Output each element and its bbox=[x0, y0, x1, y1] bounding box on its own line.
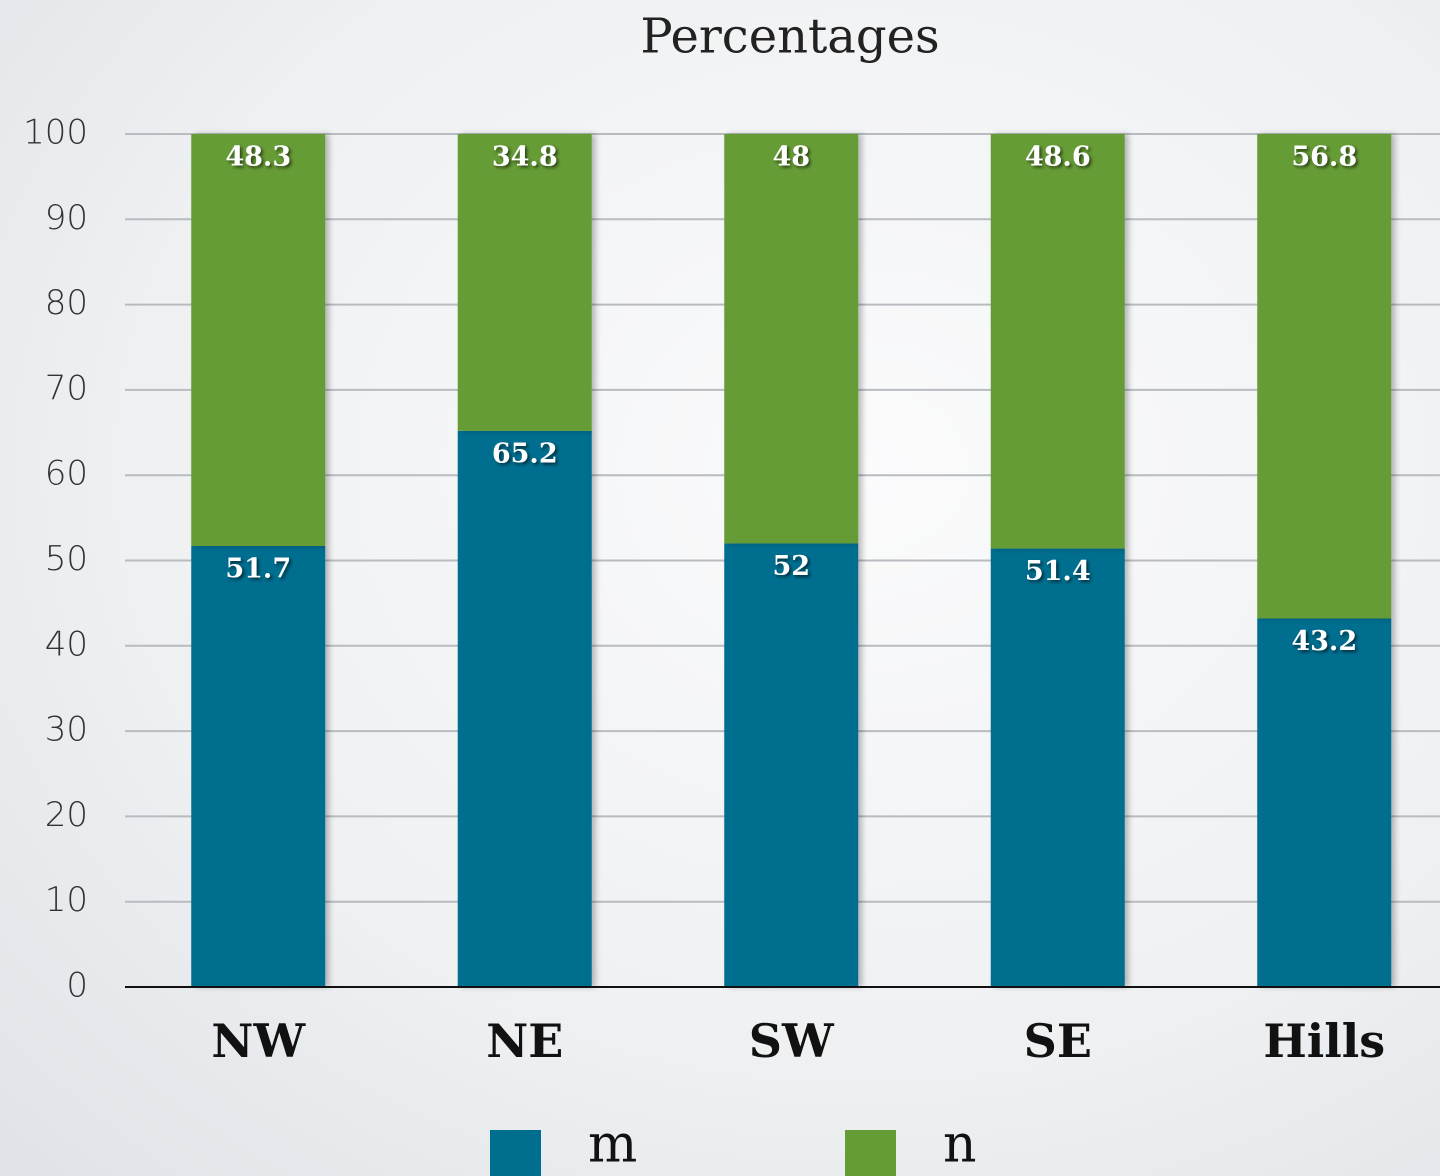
bar-segment bbox=[1257, 134, 1392, 619]
data-label: 48 bbox=[772, 142, 810, 173]
legend-swatch bbox=[490, 1130, 541, 1176]
data-label: 56.8 bbox=[1291, 142, 1357, 173]
x-tick-label: NE bbox=[486, 1014, 563, 1068]
bar-segment bbox=[724, 134, 859, 544]
legend-label: m bbox=[588, 1115, 637, 1175]
data-label: 51.4 bbox=[1025, 556, 1091, 587]
bar-segment bbox=[724, 543, 859, 987]
y-tick-label: 10 bbox=[45, 880, 88, 920]
data-label: 52 bbox=[772, 551, 810, 582]
data-label: 51.7 bbox=[225, 553, 291, 584]
data-label: 34.8 bbox=[492, 142, 558, 173]
data-label: 43.2 bbox=[1291, 626, 1357, 657]
x-tick-label: Hills bbox=[1263, 1014, 1385, 1068]
y-tick-label: 70 bbox=[45, 368, 88, 408]
data-label: 48.6 bbox=[1025, 142, 1091, 173]
legend-label: n bbox=[943, 1115, 977, 1175]
bar-segment bbox=[1257, 618, 1392, 987]
y-tick-label: 80 bbox=[45, 283, 88, 323]
x-tick-label: SE bbox=[1024, 1014, 1092, 1068]
y-tick-label: 100 bbox=[23, 113, 88, 153]
x-tick-label: NW bbox=[211, 1014, 306, 1068]
legend-swatch bbox=[845, 1130, 896, 1176]
bar-segment bbox=[990, 134, 1125, 549]
bar-segment bbox=[457, 134, 592, 431]
data-label: 48.3 bbox=[225, 142, 291, 173]
chart-title: Percentages bbox=[640, 9, 939, 65]
y-tick-label: 60 bbox=[45, 454, 88, 494]
y-tick-label: 0 bbox=[66, 966, 88, 1006]
y-tick-label: 50 bbox=[45, 539, 88, 579]
y-tick-label: 90 bbox=[45, 198, 88, 238]
x-tick-label: SW bbox=[749, 1014, 835, 1068]
bar-segment bbox=[457, 430, 592, 987]
bar-segment bbox=[191, 134, 326, 546]
data-label: 65.2 bbox=[492, 438, 558, 469]
y-tick-label: 40 bbox=[45, 624, 88, 664]
y-tick-label: 30 bbox=[45, 710, 88, 750]
bar-segment bbox=[191, 545, 326, 987]
y-tick-label: 20 bbox=[45, 795, 88, 835]
bar-segment bbox=[990, 548, 1125, 987]
